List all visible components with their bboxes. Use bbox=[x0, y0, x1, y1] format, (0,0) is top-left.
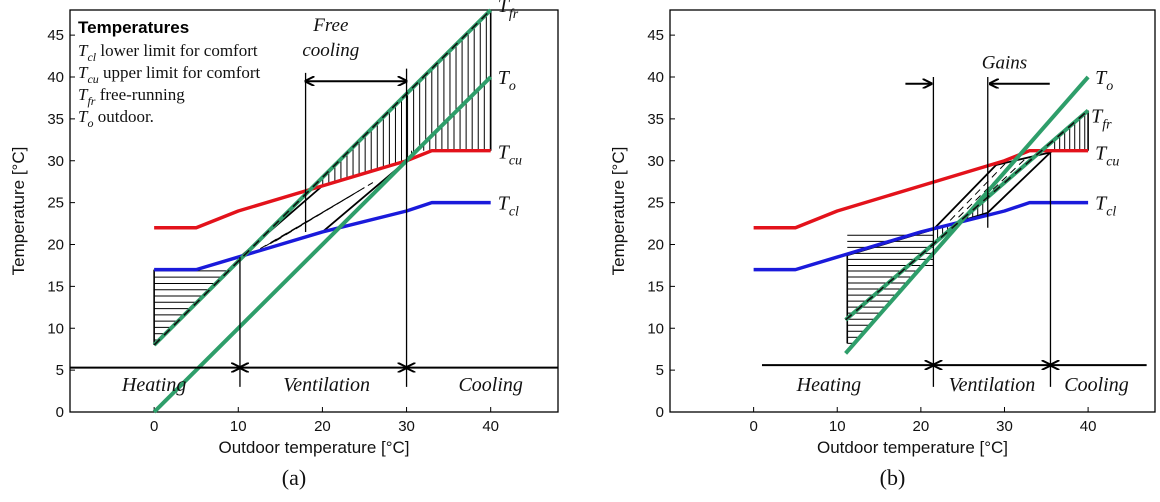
y-tick-label: 20 bbox=[647, 237, 664, 254]
y-tick-label: 10 bbox=[647, 320, 664, 337]
series-line-tcu bbox=[753, 148, 1089, 230]
legend-title: Temperatures bbox=[78, 18, 189, 37]
y-tick-label: 15 bbox=[647, 278, 664, 295]
series-line-tcl bbox=[753, 200, 1089, 272]
legend-entry: Tcl lower limit for comfort bbox=[78, 41, 258, 64]
y-axis-label: Temperature [°C] bbox=[609, 147, 628, 276]
x-tick-label: 30 bbox=[996, 418, 1013, 435]
series-label-tcu: Tcu bbox=[1095, 143, 1119, 170]
y-tick-label: 35 bbox=[647, 111, 664, 128]
series-line-to bbox=[152, 75, 493, 414]
y-tick-label: 30 bbox=[647, 153, 664, 170]
x-tick-label: 0 bbox=[150, 418, 158, 435]
y-tick-label: 40 bbox=[47, 69, 64, 86]
series-label-to: To bbox=[1095, 67, 1113, 94]
y-tick-label: 25 bbox=[47, 195, 64, 212]
panel-caption: (a) bbox=[282, 465, 306, 490]
y-axis-label: Temperature [°C] bbox=[9, 147, 28, 276]
y-tick-label: 25 bbox=[647, 195, 664, 212]
series-label-to: To bbox=[498, 67, 516, 94]
y-tick-label: 15 bbox=[47, 278, 64, 295]
x-tick-label: 0 bbox=[749, 418, 757, 435]
series-label-tcl: Tcl bbox=[1095, 193, 1116, 220]
series-label-tcu: Tcu bbox=[498, 142, 522, 169]
annotation: Free bbox=[312, 15, 348, 36]
zone-label: Heating bbox=[121, 374, 186, 396]
hatching bbox=[153, 10, 492, 345]
panel-caption: (b) bbox=[880, 465, 906, 490]
x-tick-label: 20 bbox=[314, 418, 331, 435]
zone-label: Ventilation bbox=[949, 374, 1036, 396]
annotation: cooling bbox=[302, 40, 359, 61]
zone-label: Cooling bbox=[1064, 374, 1128, 396]
y-tick-label: 30 bbox=[47, 153, 64, 170]
plot-frame bbox=[669, 9, 1156, 413]
y-tick-label: 0 bbox=[56, 404, 64, 421]
x-tick-label: 10 bbox=[829, 418, 846, 435]
zone-label: Heating bbox=[796, 374, 861, 396]
y-tick-label: 40 bbox=[647, 69, 664, 86]
x-tick-label: 40 bbox=[482, 418, 499, 435]
legend-entry: Tfr free-running bbox=[78, 85, 185, 108]
y-tick-label: 5 bbox=[656, 362, 664, 379]
x-tick-label: 40 bbox=[1080, 418, 1097, 435]
legend-entry: Tcu upper limit for comfort bbox=[78, 63, 261, 86]
x-axis-label: Outdoor temperature [°C] bbox=[218, 438, 409, 457]
ventilation-dash bbox=[949, 161, 1007, 221]
ventilation-dash bbox=[275, 182, 374, 242]
series-label-tfr: Tfr bbox=[498, 0, 519, 22]
plot-frame bbox=[69, 9, 559, 413]
series-dash-tfr bbox=[153, 9, 492, 346]
legend-entry: To outdoor. bbox=[78, 107, 154, 130]
series-label-tcl: Tcl bbox=[498, 193, 519, 220]
x-tick-label: 20 bbox=[913, 418, 930, 435]
zone-label: Ventilation bbox=[283, 374, 370, 396]
y-tick-label: 0 bbox=[656, 404, 664, 421]
chart-panel-a: 0 5 10 15 20 25 30 35 40 45 0 10 20 30 40 Outdoor tempe… bbox=[9, 0, 559, 490]
y-tick-label: 45 bbox=[47, 27, 64, 44]
zone-label: Cooling bbox=[458, 374, 522, 396]
chart-panel-b: 0 5 10 15 20 25 30 35 40 45 0 10 20 30 40 Outdoor tempe… bbox=[609, 9, 1156, 490]
series-label-tfr: Tfr bbox=[1091, 106, 1112, 133]
x-tick-label: 30 bbox=[398, 418, 415, 435]
y-tick-label: 10 bbox=[47, 320, 64, 337]
x-axis-label: Outdoor temperature [°C] bbox=[817, 438, 1008, 457]
annotation: Gains bbox=[982, 53, 1027, 74]
x-tick-label: 10 bbox=[230, 418, 247, 435]
y-tick-label: 5 bbox=[56, 362, 64, 379]
y-tick-label: 35 bbox=[47, 111, 64, 128]
series-line-tcu bbox=[154, 148, 491, 230]
y-tick-label: 45 bbox=[647, 27, 664, 44]
y-tick-label: 20 bbox=[47, 237, 64, 254]
series-dash-tfr bbox=[845, 109, 1089, 321]
series-line-tcl bbox=[154, 200, 491, 272]
